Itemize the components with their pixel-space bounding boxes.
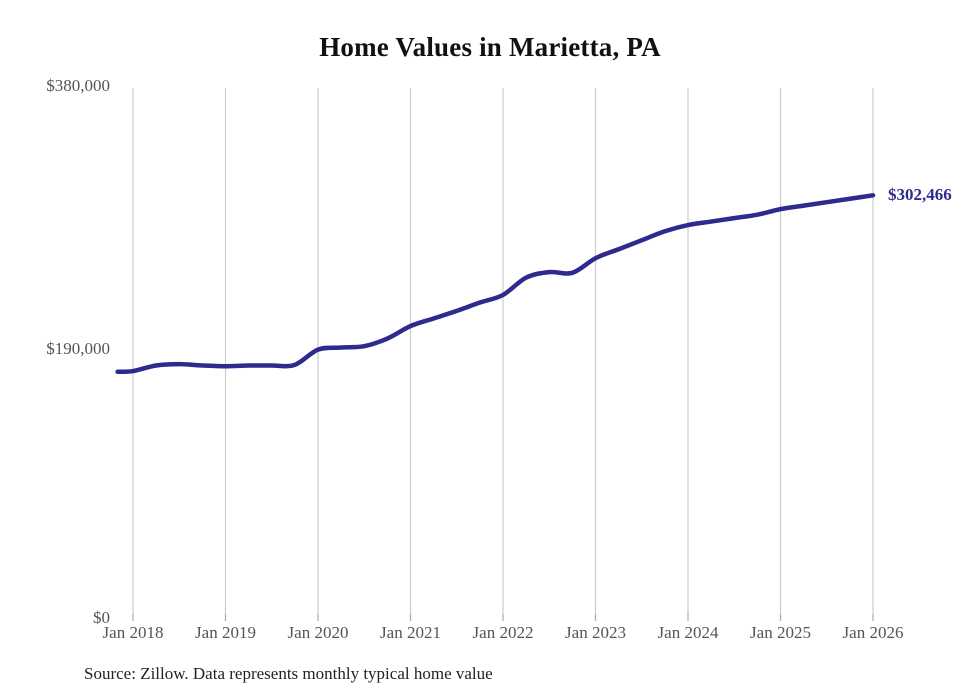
y-axis-tick-label-mid: $190,000 bbox=[46, 339, 110, 358]
x-axis-tick-label: Jan 2019 bbox=[195, 623, 256, 642]
x-axis-tick-marks bbox=[132, 614, 874, 621]
x-axis-tick-label: Jan 2020 bbox=[287, 623, 349, 642]
y-axis-tick-label-top: $380,000 bbox=[46, 76, 110, 95]
x-axis-tick-label: Jan 2025 bbox=[750, 623, 811, 642]
home-value-line-series bbox=[115, 193, 876, 375]
x-axis-tick-label: Jan 2024 bbox=[657, 623, 719, 642]
vertical-gridlines bbox=[132, 88, 874, 614]
y-axis-tick-label-bottom: $0 bbox=[93, 608, 110, 627]
x-axis-tick-label: Jan 2021 bbox=[380, 623, 441, 642]
x-axis-tick-label: Jan 2023 bbox=[565, 623, 626, 642]
chart-title: Home Values in Marietta, PA bbox=[319, 32, 661, 62]
x-axis-tick-label: Jan 2018 bbox=[102, 623, 164, 642]
x-axis-tick-label: Jan 2026 bbox=[842, 623, 904, 642]
x-axis-tick-label: Jan 2022 bbox=[472, 623, 534, 642]
source-note: Source: Zillow. Data represents monthly … bbox=[84, 664, 493, 683]
endpoint-value-label: $302,466 bbox=[888, 185, 952, 205]
